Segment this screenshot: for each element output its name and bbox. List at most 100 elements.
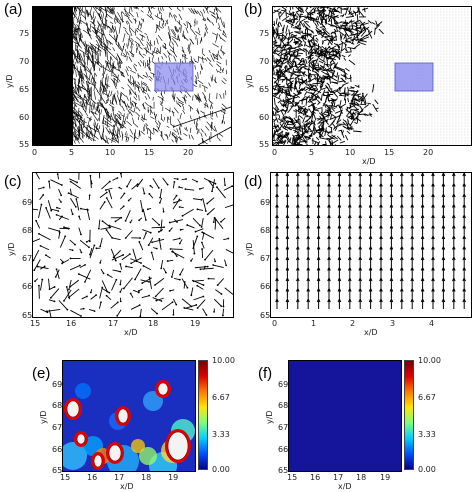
panel-c-xtick: 18 [148, 319, 159, 328]
panel-c-label: (c) [2, 173, 24, 190]
panel-b-xtick: 15 [384, 148, 395, 157]
panel-f-colorbar-tick: 0.00 [418, 465, 436, 474]
panel-b-label: (b) [242, 1, 265, 18]
dense-vector-region [33, 7, 73, 145]
panel-a-xtick: 15 [144, 148, 155, 157]
panel-e-ytick: 66 [52, 445, 63, 454]
panel-f-xtick: 17 [333, 473, 344, 482]
panel-d-label: (d) [242, 173, 265, 190]
panel-b-plot [272, 6, 472, 146]
highlight-box [154, 62, 194, 92]
panel-d-ytick: 68 [260, 226, 271, 235]
panel-b-ylabel: y/D [245, 74, 254, 88]
panel-f-ytick: 68 [278, 401, 289, 410]
heat-spot [75, 383, 91, 399]
vector-arrows [273, 7, 384, 145]
panel-e-ylabel: y/D [39, 410, 48, 424]
panel-f-xtick: 19 [380, 473, 391, 482]
panel-e-xtick: 19 [168, 473, 179, 482]
panel-f-colorbar-gradient [405, 361, 413, 469]
panel-c-ytick: 65 [22, 311, 33, 320]
panel-d-ytick: 67 [260, 254, 271, 263]
panel-a-label: (a) [2, 1, 25, 18]
panel-f-ytick: 66 [278, 445, 289, 454]
panel-e-ytick: 68 [52, 401, 63, 410]
panel-e-xtick: 16 [87, 473, 98, 482]
panel-f-colorbar [404, 360, 414, 470]
panel-e-colorbar-tick: 0.00 [212, 465, 230, 474]
panel-c-vector-field [33, 173, 233, 317]
panel-c-ytick: 68 [22, 226, 33, 235]
panel-e-colorbar-tick: 6.67 [212, 393, 230, 402]
panel-b-xlabel: x/D [362, 157, 376, 166]
panel-c-xtick: 16 [66, 319, 77, 328]
panel-d-ytick: 69 [260, 198, 271, 207]
panel-a-ylabel: y/D [5, 74, 14, 88]
panel-a-plot [32, 6, 232, 146]
panel-c-ylabel: y/D [7, 242, 16, 256]
vector-arrows [33, 173, 233, 317]
vector-arrows [58, 7, 228, 145]
panel-d-xlabel: x/D [364, 328, 378, 337]
heat-peak-core [76, 433, 86, 445]
panel-d-ytick: 66 [260, 282, 271, 291]
panel-f-colorbar-tick: 10.00 [418, 356, 441, 365]
panel-f-xlabel: x/D [338, 482, 352, 491]
panel-a-xtick: 0 [32, 148, 38, 157]
panel-d-ylabel: y/D [245, 242, 254, 256]
panel-f-ytick: 67 [278, 423, 289, 432]
panel-e-colorbar-tick: 3.33 [212, 430, 230, 439]
heat-peak-core [157, 382, 169, 396]
trace-line [197, 126, 231, 145]
heat-spot [131, 439, 145, 453]
panel-b-ytick: 75 [259, 29, 270, 38]
panel-b-xtick: 10 [345, 148, 356, 157]
panel-c-plot [32, 172, 234, 318]
panel-d-vector-field [275, 173, 466, 309]
panel-d-plot [270, 172, 472, 318]
panel-c-xtick: 19 [190, 319, 201, 328]
panel-c-ytick: 67 [22, 254, 33, 263]
heat-peak-core [117, 408, 129, 424]
panel-e-ytick: 65 [52, 466, 63, 475]
highlight-box [394, 62, 434, 92]
heat-peak-core [167, 431, 189, 461]
panel-d-xtick: 4 [429, 319, 435, 328]
panel-b-ytick: 55 [259, 140, 270, 149]
panel-a-ytick: 55 [19, 140, 30, 149]
panel-f-heatmap [289, 361, 401, 471]
panel-c-xtick: 15 [30, 319, 41, 328]
panel-e-colorbar [198, 360, 208, 470]
panel-f-label: (f) [256, 365, 275, 382]
panel-f-xtick: 18 [356, 473, 367, 482]
panel-a-xtick: 20 [183, 148, 194, 157]
panel-f-ytick: 65 [278, 466, 289, 475]
panel-f-plot [288, 360, 402, 472]
panel-a-xtick: 5 [69, 148, 75, 157]
panel-d-xtick: 1 [311, 319, 317, 328]
panel-d-ytick: 65 [260, 311, 271, 320]
heat-peak-core [93, 454, 103, 468]
panel-d-xtick: 3 [390, 319, 396, 328]
vector-arrows [275, 173, 466, 309]
panel-b-ytick: 65 [259, 85, 270, 94]
panel-e-xtick: 17 [114, 473, 125, 482]
heat-spot [139, 447, 157, 465]
panel-a-ytick: 75 [19, 29, 30, 38]
panel-d-xtick: 2 [350, 319, 356, 328]
panel-a-xtick: 10 [105, 148, 116, 157]
panel-c-ytick: 66 [22, 282, 33, 291]
panel-b-xtick: 0 [272, 148, 278, 157]
panel-e-label: (e) [30, 365, 53, 382]
panel-e-xtick: 18 [141, 473, 152, 482]
panel-c-xtick: 17 [108, 319, 119, 328]
panel-c-ytick: 69 [22, 198, 33, 207]
panel-b-xtick: 5 [309, 148, 315, 157]
panel-e-colorbar-gradient [199, 361, 207, 469]
panel-e-ytick: 69 [52, 380, 63, 389]
trace-line [172, 106, 231, 128]
heat-peak-core [108, 444, 122, 462]
panel-a-ytick: 60 [19, 113, 30, 122]
heat-spot [63, 442, 87, 470]
panel-b-vector-field [273, 7, 471, 145]
